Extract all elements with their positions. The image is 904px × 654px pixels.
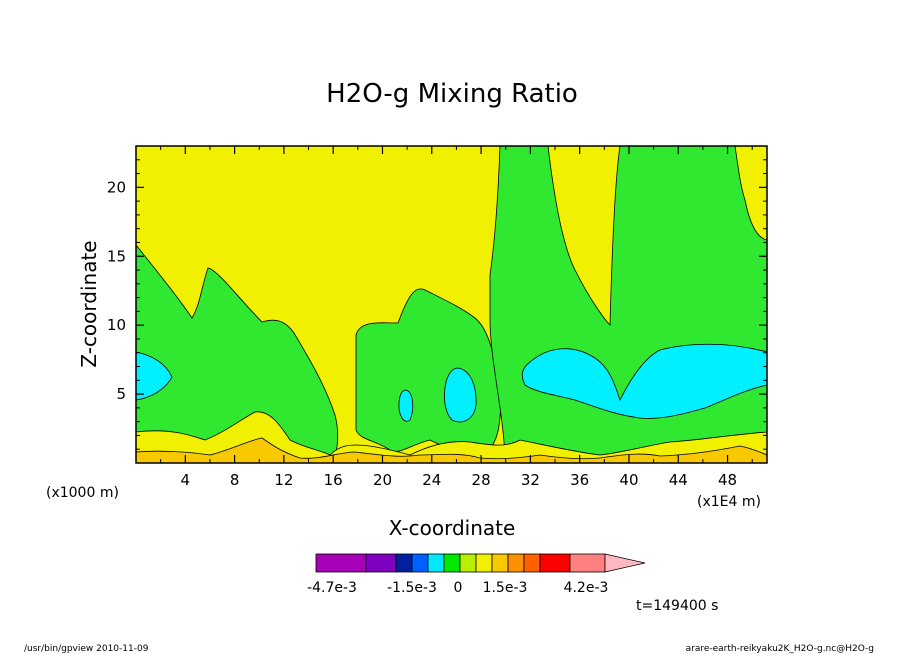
colorbar-label: 1.5e-3	[483, 580, 528, 596]
x-tick-label: 36	[570, 471, 589, 489]
x-tick-label: 32	[521, 471, 540, 489]
colorbar-swatch	[395, 553, 413, 573]
colorbar-swatch	[315, 553, 367, 573]
y-tick-label: 20	[107, 178, 126, 196]
colorbar-swatch	[459, 553, 477, 573]
colorbar-swatch	[411, 553, 429, 573]
colorbar-swatch	[539, 553, 571, 573]
x-tick-label: 12	[274, 471, 293, 489]
contour-cyan	[135, 343, 768, 423]
cyan-region-small	[398, 389, 414, 422]
footer-left: /usr/bin/gpview 2010-11-09	[24, 644, 149, 654]
x-tick-label: 24	[422, 471, 441, 489]
x-unit-right: (x1E4 m)	[697, 494, 761, 510]
x-tick-label: 4	[181, 471, 191, 489]
colorbar: -4.7e-3 -1.5e-3 0 1.5e-3 4.2e-3	[307, 553, 646, 596]
contour-yellow-bottom	[135, 411, 768, 464]
colorbar-swatch	[475, 553, 493, 573]
colorbar-label: 4.2e-3	[564, 580, 609, 596]
y-tick-label: 5	[116, 385, 126, 403]
green-region-left	[135, 243, 339, 464]
plot-frame	[135, 145, 768, 464]
x-unit-left: (x1000 m)	[46, 485, 119, 501]
colorbar-swatch	[523, 553, 541, 573]
yellow-band-bottom	[135, 411, 768, 464]
colorbar-swatch	[491, 553, 509, 573]
x-tick-label: 44	[669, 471, 688, 489]
colorbar-swatch	[427, 553, 445, 573]
colorbar-swatch	[365, 553, 397, 573]
chart-title: H2O-g Mixing Ratio	[326, 79, 578, 109]
colorbar-swatch	[569, 553, 606, 573]
y-tick-label: 15	[107, 247, 126, 265]
x-tick-label: 48	[718, 471, 737, 489]
orange-strip	[135, 437, 768, 464]
colorbar-swatch	[443, 553, 461, 573]
x-axis-label: X-coordinate	[389, 516, 516, 540]
colorbar-label: 0	[454, 580, 463, 596]
colorbar-arrow	[604, 553, 646, 573]
contour-orange	[135, 437, 768, 464]
colorbar-label: -1.5e-3	[387, 580, 437, 596]
y-axis-label: Z-coordinate	[77, 240, 101, 367]
x-tick-label: 20	[373, 471, 392, 489]
x-tick-label: 8	[230, 471, 240, 489]
colorbar-swatch	[507, 553, 525, 573]
time-label: t=149400 s	[636, 598, 718, 614]
y-tick-label: 10	[107, 316, 126, 334]
cyan-region-oval	[444, 367, 477, 423]
x-tick-label: 16	[324, 471, 343, 489]
colorbar-label: -4.7e-3	[307, 580, 357, 596]
footer-right: arare-earth-reikyaku2K_H2O-g.nc@H2O-g	[686, 644, 874, 654]
cyan-region-right	[521, 343, 768, 419]
cyan-region-left	[135, 351, 173, 401]
x-tick-label: 28	[472, 471, 491, 489]
x-tick-label: 40	[619, 471, 638, 489]
